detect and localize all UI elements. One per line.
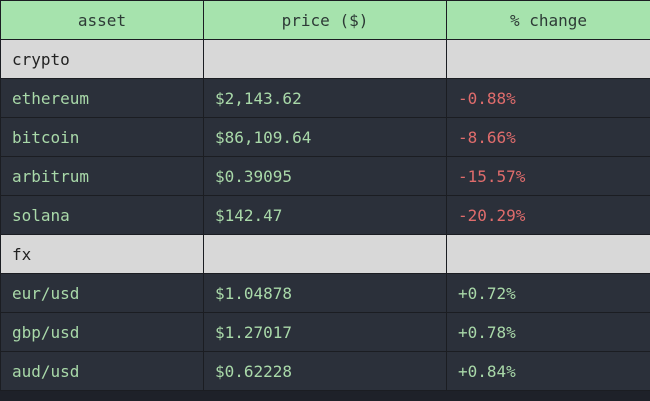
asset-cell: bitcoin: [0, 117, 204, 157]
price-cell: $1.04878: [203, 273, 447, 313]
asset-cell: ethereum: [0, 78, 204, 118]
column-header-price: price ($): [203, 0, 447, 40]
group-label: crypto: [0, 39, 204, 79]
price-cell: $0.62228: [203, 351, 447, 391]
group-empty-cell: [446, 39, 650, 79]
group-empty-cell: [446, 234, 650, 274]
asset-cell: aud/usd: [0, 351, 204, 391]
table-row: arbitrum $0.39095 -15.57%: [0, 156, 650, 196]
asset-cell: gbp/usd: [0, 312, 204, 352]
table-row: solana $142.47 -20.29%: [0, 195, 650, 235]
table-row: ethereum $2,143.62 -0.88%: [0, 78, 650, 118]
table-row: gbp/usd $1.27017 +0.78%: [0, 312, 650, 352]
price-cell: $86,109.64: [203, 117, 447, 157]
group-empty-cell: [203, 39, 447, 79]
column-header-change: % change: [446, 0, 650, 40]
asset-cell: eur/usd: [0, 273, 204, 313]
change-cell: -15.57%: [446, 156, 650, 196]
change-cell: -20.29%: [446, 195, 650, 235]
table-row: eur/usd $1.04878 +0.72%: [0, 273, 650, 313]
change-cell: -0.88%: [446, 78, 650, 118]
header-row: asset price ($) % change: [0, 0, 650, 40]
column-header-asset: asset: [0, 0, 204, 40]
price-cell: $142.47: [203, 195, 447, 235]
table-row: aud/usd $0.62228 +0.84%: [0, 351, 650, 391]
table-row: bitcoin $86,109.64 -8.66%: [0, 117, 650, 157]
change-cell: +0.78%: [446, 312, 650, 352]
group-row-crypto: crypto: [0, 39, 650, 79]
price-cell: $0.39095: [203, 156, 447, 196]
group-row-fx: fx: [0, 234, 650, 274]
price-cell: $1.27017: [203, 312, 447, 352]
price-cell: $2,143.62: [203, 78, 447, 118]
change-cell: -8.66%: [446, 117, 650, 157]
change-cell: +0.84%: [446, 351, 650, 391]
group-empty-cell: [203, 234, 447, 274]
asset-price-table: asset price ($) % change crypto ethereum…: [0, 0, 650, 391]
asset-cell: arbitrum: [0, 156, 204, 196]
asset-cell: solana: [0, 195, 204, 235]
change-cell: +0.72%: [446, 273, 650, 313]
group-label: fx: [0, 234, 204, 274]
